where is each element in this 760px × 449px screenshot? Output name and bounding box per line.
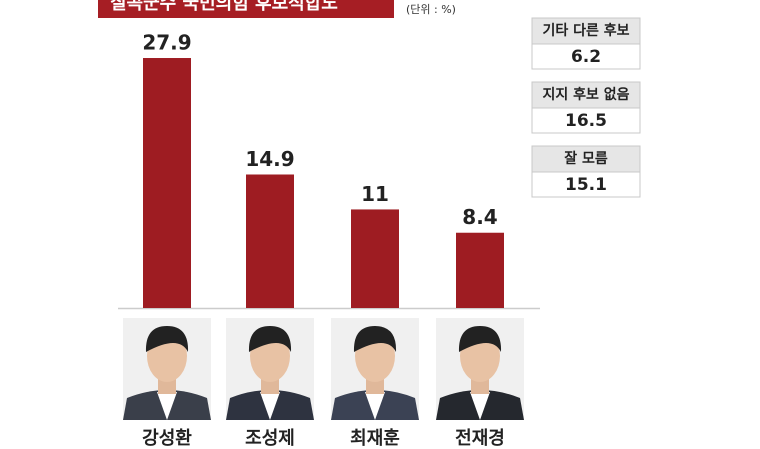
value-label: 8.4 bbox=[462, 205, 497, 229]
value-label: 14.9 bbox=[245, 147, 294, 171]
photo-neck bbox=[471, 378, 489, 394]
unit-label: (단위 : %) bbox=[406, 3, 456, 16]
value-label: 27.9 bbox=[142, 31, 191, 55]
box-value: 16.5 bbox=[565, 111, 607, 131]
photo-neck bbox=[261, 378, 279, 394]
box-body bbox=[531, 171, 641, 198]
photo-hair bbox=[248, 326, 292, 352]
box-header bbox=[531, 17, 641, 45]
bar bbox=[456, 232, 504, 308]
photo-shirt bbox=[365, 392, 385, 420]
candidate-name: 최재훈 bbox=[350, 427, 400, 449]
box-value: 6.2 bbox=[571, 47, 601, 67]
value-label: 11 bbox=[361, 182, 389, 206]
title-banner bbox=[98, 0, 394, 18]
candidate-name: 조성제 bbox=[245, 428, 295, 449]
box-header bbox=[531, 145, 641, 173]
box-label: 잘 모름 bbox=[564, 151, 608, 167]
box-body bbox=[531, 43, 641, 70]
chart-title: 칠곡군수 국민의힘 후보적합도 bbox=[110, 0, 338, 14]
box-label: 기타 다른 후보 bbox=[542, 23, 629, 39]
photos bbox=[123, 318, 524, 420]
bar bbox=[143, 58, 191, 309]
box-header bbox=[531, 81, 641, 109]
photo-shirt bbox=[260, 392, 280, 420]
photo-hair bbox=[145, 326, 189, 352]
photo-shirt bbox=[157, 392, 177, 420]
candidate-name: 강성환 bbox=[142, 427, 192, 449]
photo-neck bbox=[366, 378, 384, 394]
box-value: 15.1 bbox=[565, 175, 607, 195]
bar bbox=[246, 174, 294, 308]
photo-hair bbox=[458, 326, 502, 352]
photo-shirt bbox=[470, 392, 490, 420]
candidate-name: 전재경 bbox=[455, 428, 505, 449]
photo-hair bbox=[353, 326, 397, 352]
photo-neck bbox=[158, 378, 176, 394]
box-body bbox=[531, 107, 641, 134]
bar bbox=[351, 209, 399, 308]
box-label: 지지 후보 없음 bbox=[542, 87, 629, 103]
